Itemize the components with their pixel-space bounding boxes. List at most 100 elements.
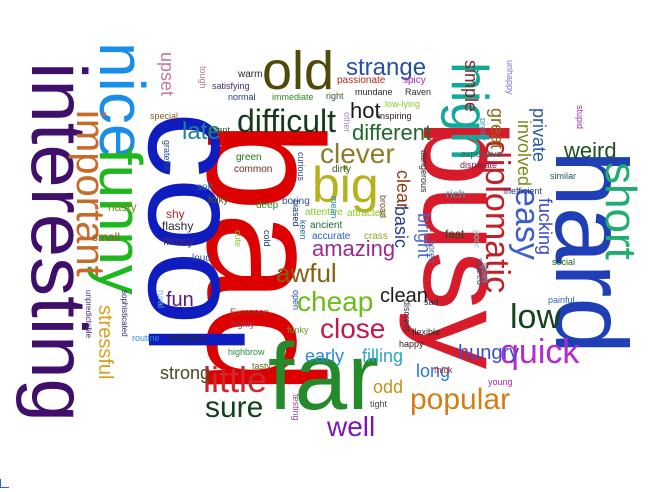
word-rural: rural (156, 290, 166, 309)
word-expensive: expensive (461, 149, 502, 159)
word-mean: mean (329, 196, 339, 219)
word-difficult: difficult (237, 103, 337, 139)
word-hungry: hungry (458, 342, 520, 364)
word-crass: crass (364, 231, 388, 242)
word-highbrow: highbrow (228, 347, 265, 357)
word-filling: filling (362, 346, 404, 366)
word-routine: routine (132, 333, 160, 343)
word-attracted: attracted (347, 208, 386, 219)
word-rich: rich (446, 187, 466, 201)
word-sad: sad (424, 297, 439, 307)
word-bored: bored (427, 240, 437, 264)
word-interesting: interesting (15, 62, 103, 422)
word-fun: fun (166, 289, 194, 311)
word-testing: testing (291, 394, 301, 421)
word-european: European (230, 307, 270, 317)
word-special: special (150, 111, 179, 121)
word-thick: thick (434, 365, 453, 375)
word-tasty: tasty (252, 361, 272, 371)
word-deep: deep (256, 200, 279, 211)
word-cool: cool (121, 112, 268, 355)
word-odd: odd (373, 377, 404, 397)
word-passionate: passionate (337, 75, 386, 86)
word-small: small (92, 230, 121, 244)
word-bad: bad (173, 120, 357, 396)
word-disparate: disparate (460, 160, 498, 170)
word-funky: funky (287, 325, 309, 335)
word-different: different (352, 120, 432, 145)
word-flimsy: flimsy (163, 234, 194, 248)
word-accurate: accurate (312, 231, 351, 242)
word-unhappy: unhappy (505, 60, 515, 95)
word-diplomatic: diplomatic (478, 140, 516, 294)
word-inefficient: inefficient (504, 186, 542, 196)
word-dangerous: dangerous (419, 150, 429, 193)
word-well: well (327, 411, 376, 442)
word-pretty: pretty (478, 118, 488, 141)
word-satisfying: satisfying (212, 81, 250, 91)
word-involved: involved (514, 120, 534, 187)
word-clever: clever (320, 138, 395, 169)
word-popular: popular (410, 383, 511, 416)
word-far: far (268, 324, 379, 430)
word-short: short (596, 162, 645, 260)
word-bright: bright (414, 213, 434, 259)
word-old: old (262, 41, 335, 101)
word-shy: shy (166, 207, 185, 221)
word-quick: quick (500, 333, 580, 371)
word-young: young (488, 377, 513, 387)
word-right: right (326, 91, 344, 101)
word-ancient: ancient (310, 220, 343, 231)
word-private: private (529, 108, 549, 163)
word-social: social (552, 257, 576, 267)
word-important: important (68, 110, 112, 277)
word-early: early (305, 346, 345, 366)
word-cute: cute (233, 230, 243, 248)
word-nice: nice (86, 42, 158, 160)
word-strange: strange (346, 54, 427, 81)
word-cheap: cheap (297, 286, 374, 317)
word-loud: loud (192, 253, 211, 264)
word-low: low (510, 298, 562, 336)
word-awful: awful (276, 258, 337, 288)
word-raven: Raven (405, 87, 432, 97)
word-hot: hot (350, 98, 381, 123)
word-close: close (320, 313, 386, 344)
word-easy: easy (508, 188, 546, 260)
word-poor: poor (472, 230, 482, 249)
word-tough: tough (198, 66, 208, 89)
word-spicy: spicy (403, 75, 426, 86)
word-inspiring: inspiring (378, 111, 412, 121)
word-clean: clean (380, 285, 428, 307)
word-weird: weird (564, 138, 617, 163)
word-fast: fast (445, 227, 465, 241)
word-biased: biased (291, 200, 301, 227)
word-happy: happy (399, 339, 424, 349)
word-upset: upset (157, 52, 177, 97)
word-flighty: flighty (231, 319, 255, 329)
word-flashy: flashy (162, 219, 194, 233)
word-stupid: stupid (575, 105, 585, 130)
word-common: common (234, 164, 273, 175)
word-sure: sure (205, 391, 264, 424)
word-hard: hard (534, 150, 648, 355)
word-clear: clear (393, 170, 413, 210)
word-warm: warm (238, 69, 263, 80)
word-normal: normal (228, 92, 256, 102)
word-intelligent: intelligent (168, 333, 207, 343)
word-strong: strong (160, 363, 211, 383)
word-sophisticated: sophisticated (120, 290, 129, 337)
word-amazing: amazing (312, 236, 396, 261)
word-simple: simple (461, 60, 481, 113)
word-open: open (291, 290, 301, 311)
word-broad: broad (378, 195, 388, 219)
word-keen: keen (298, 220, 308, 240)
word-fucking: fucking (535, 198, 555, 256)
word-quiet: quiet (480, 263, 490, 283)
word-curious: curious (296, 152, 306, 182)
word-cold: cold (262, 230, 272, 247)
word-great: great (487, 108, 507, 150)
word-folky: folky (208, 195, 229, 206)
word-low-lying: low-lying (385, 99, 421, 109)
